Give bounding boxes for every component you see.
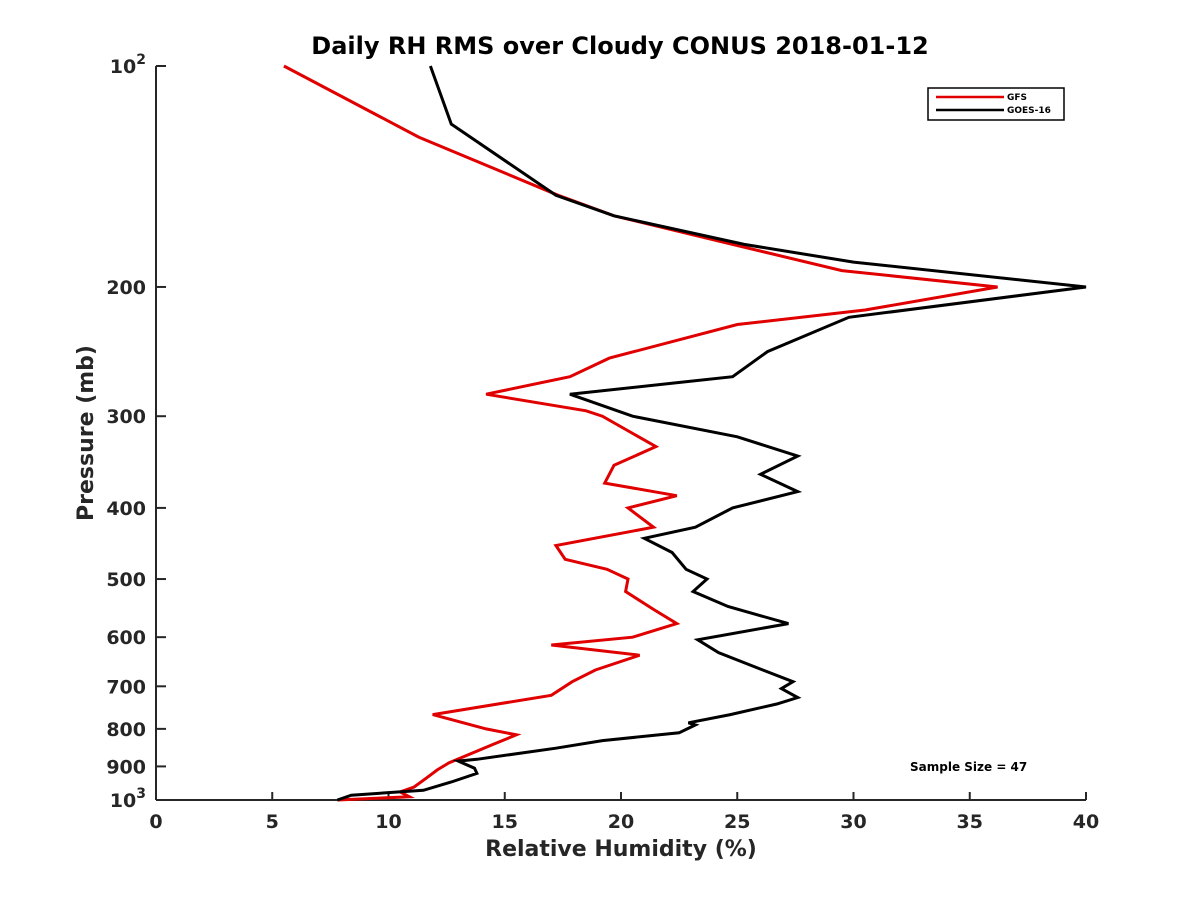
series-line-goes16 bbox=[336, 65, 1087, 802]
y-tick-label: 800 bbox=[106, 719, 146, 741]
y-tick-label: 500 bbox=[106, 569, 146, 591]
x-tick-label: 30 bbox=[840, 811, 866, 833]
x-tick-label: 0 bbox=[149, 811, 162, 833]
y-tick-label: 200 bbox=[106, 277, 146, 299]
x-tick-label: 20 bbox=[608, 811, 634, 833]
legend: GFS GOES-16 bbox=[927, 87, 1065, 121]
x-tick-label: 25 bbox=[724, 811, 750, 833]
x-tick-label: 10 bbox=[375, 811, 401, 833]
x-ticks: 0 5 10 15 20 25 30 35 40 bbox=[149, 792, 1099, 833]
legend-box bbox=[927, 87, 1065, 121]
series-layer bbox=[283, 64, 1087, 802]
sample-size-annotation: Sample Size = 47 bbox=[910, 760, 1027, 774]
legend-label-goes16: GOES-16 bbox=[1007, 106, 1051, 116]
x-tick-label: 15 bbox=[492, 811, 518, 833]
y-tick-label: 102 bbox=[110, 52, 146, 78]
x-tick-label: 5 bbox=[266, 811, 279, 833]
legend-label-gfs: GFS bbox=[1007, 93, 1027, 103]
y-tick-label: 400 bbox=[106, 498, 146, 520]
y-tick-label: 900 bbox=[106, 756, 146, 778]
y-tick-label: 600 bbox=[106, 627, 146, 649]
x-tick-label: 40 bbox=[1073, 811, 1099, 833]
series-line-gfs bbox=[283, 64, 998, 802]
y-ticks: 102 200 300 400 500 600 700 800 900 103 bbox=[106, 52, 166, 812]
x-axis-label: Relative Humidity (%) bbox=[485, 837, 757, 862]
y-tick-label: 700 bbox=[106, 676, 146, 698]
y-axis-label: Pressure (mb) bbox=[74, 345, 99, 521]
y-tick-label: 103 bbox=[110, 786, 146, 812]
x-tick-label: 35 bbox=[957, 811, 983, 833]
chart-title: Daily RH RMS over Cloudy CONUS 2018-01-1… bbox=[311, 32, 928, 60]
y-tick-label: 300 bbox=[106, 406, 146, 428]
plot-axes bbox=[155, 66, 1086, 801]
